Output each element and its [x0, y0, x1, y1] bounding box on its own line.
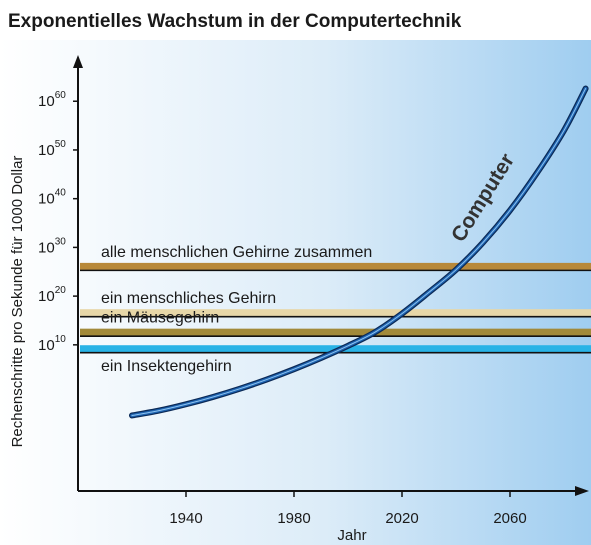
- y-tick-label-1: 1020: [38, 285, 66, 305]
- reference-lines: alle menschlichen Gehirne zusammen ein me…: [80, 244, 591, 375]
- y-axis-label: Rechenschritte pro Sekunde für 1000 Doll…: [9, 156, 26, 448]
- y-tick-label-3: 1040: [38, 188, 66, 208]
- reference-label-0: alle menschlichen Gehirne zusammen: [101, 244, 372, 261]
- chart-title: Exponentielles Wachstum in der Computert…: [8, 11, 462, 32]
- series-0-highlight: [131, 88, 587, 416]
- x-axis-arrow: [575, 486, 589, 496]
- reference-band-1: [80, 309, 591, 317]
- plot-background: [0, 40, 591, 545]
- y-tick-label-2: 1030: [38, 236, 66, 256]
- y-tick-label-4: 1050: [38, 139, 66, 159]
- y-axis-arrow: [73, 55, 83, 68]
- x-tick-labels: 1940 1980 2020 2060: [169, 491, 527, 527]
- x-tick-label-3: 2060: [493, 510, 526, 527]
- x-tick-label-1: 1980: [277, 510, 310, 527]
- x-tick-label-2: 2020: [385, 510, 418, 527]
- x-tick-label-0: 1940: [169, 510, 202, 527]
- y-tick-labels: 1010 1020 1030 1040 1050 1060: [38, 90, 78, 354]
- title-bar: [0, 0, 591, 40]
- reference-label-3: ein Insektengehirn: [101, 358, 232, 375]
- reference-label-1: ein menschliches Gehirn: [101, 290, 276, 307]
- reference-band-2: [80, 328, 591, 336]
- x-axis-label: Jahr: [337, 527, 366, 544]
- y-tick-label-5: 1060: [38, 90, 66, 110]
- y-tick-label-0: 1010: [38, 334, 66, 354]
- reference-label-2: ein Mäusegehirn: [101, 310, 219, 327]
- reference-band-0: [80, 262, 591, 270]
- axes: [73, 55, 589, 496]
